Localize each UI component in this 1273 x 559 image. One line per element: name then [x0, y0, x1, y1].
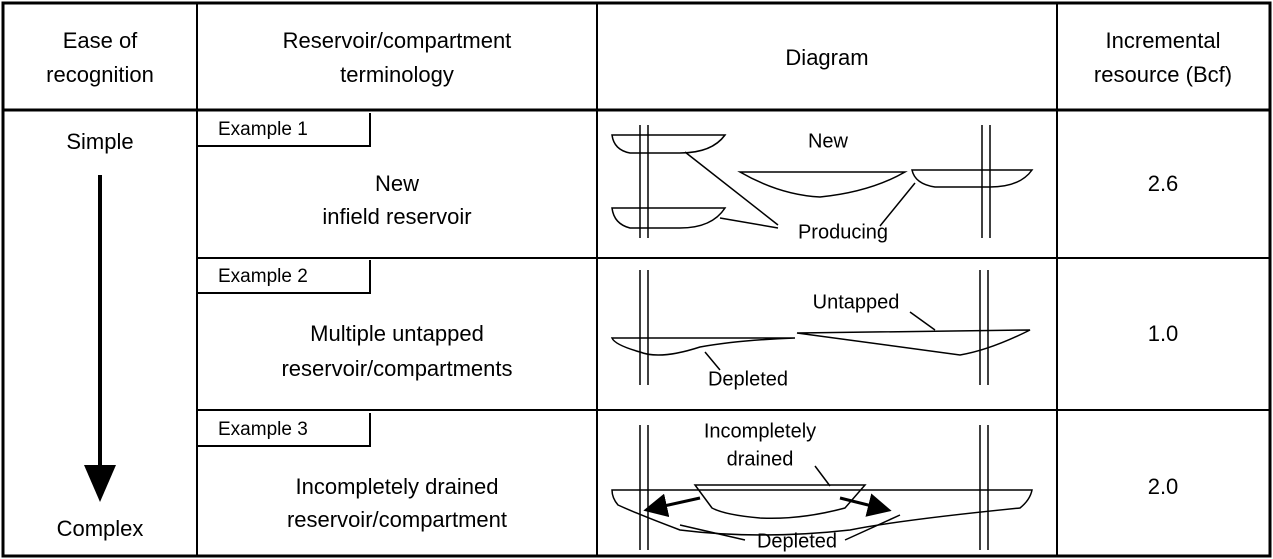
diagram-label: drained	[727, 448, 794, 470]
diagram-label: Depleted	[757, 530, 837, 552]
terminology: New	[375, 171, 419, 196]
header: Incremental	[1106, 28, 1221, 53]
diagram-label: Producing	[798, 221, 888, 243]
diagram-label: New	[808, 130, 849, 152]
terminology: infield reservoir	[322, 204, 471, 229]
ease-top: Simple	[66, 129, 133, 154]
header: recognition	[46, 62, 154, 87]
example-label: Example 1	[218, 119, 308, 140]
header: resource (Bcf)	[1094, 62, 1232, 87]
diagram-label: Depleted	[708, 368, 788, 390]
terminology: reservoir/compartment	[287, 507, 507, 532]
diagram-2	[610, 270, 1031, 385]
ease-bottom: Complex	[57, 516, 144, 541]
terminology: Incompletely drained	[295, 474, 498, 499]
header: Reservoir/compartment	[283, 28, 512, 53]
diagram-1	[611, 125, 1034, 238]
resource: 2.0	[1148, 474, 1179, 499]
resource: 1.0	[1148, 321, 1179, 346]
terminology: Multiple untapped	[310, 321, 484, 346]
example-label: Example 3	[218, 419, 308, 440]
header: terminology	[340, 62, 454, 87]
ease-arrowhead	[84, 465, 116, 502]
header: Ease of	[63, 28, 138, 53]
terminology: reservoir/compartments	[281, 356, 512, 381]
diagram-label: Incompletely	[704, 420, 816, 442]
header: Diagram	[785, 45, 868, 70]
diagram-label: Untapped	[813, 291, 900, 313]
resource: 2.6	[1148, 171, 1179, 196]
diagram-3	[611, 425, 1033, 550]
example-label: Example 2	[218, 266, 308, 287]
